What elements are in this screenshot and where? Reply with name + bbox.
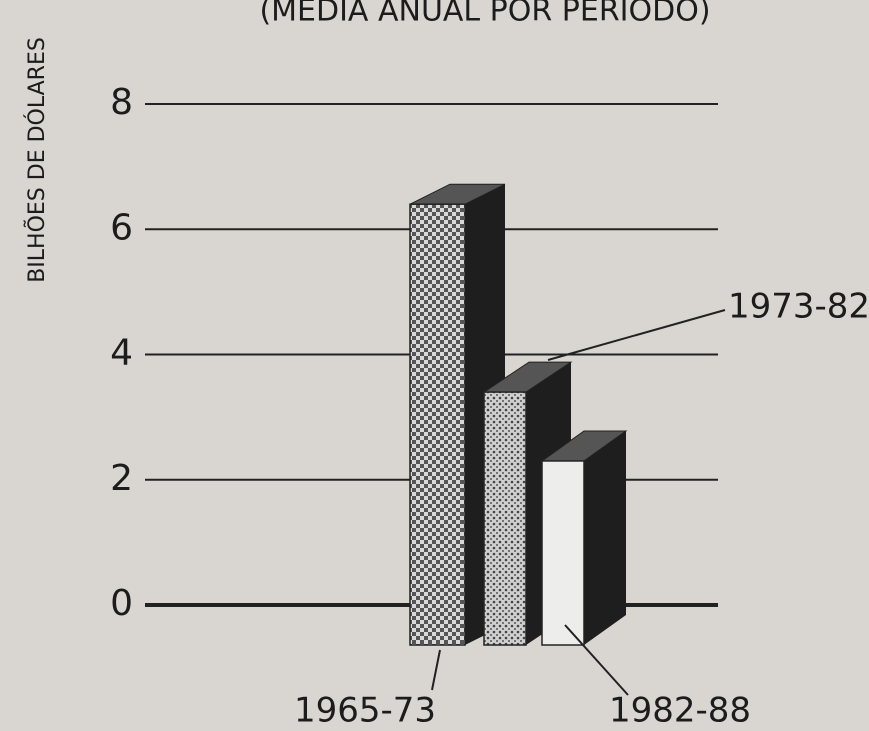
- bar-side: [584, 430, 626, 645]
- leader-line: [431, 649, 441, 691]
- y-tick-label: 4: [110, 333, 133, 374]
- y-tick-label: 0: [110, 583, 133, 624]
- y-axis-label: BILHÕES DE DÓLARES: [23, 37, 50, 283]
- leader-line: [564, 624, 629, 696]
- chart-title: (MÉDIA ANUAL POR PERÍODO): [259, 0, 710, 29]
- category-label: 1973-82: [728, 287, 869, 327]
- bar: [409, 203, 466, 646]
- bar: [483, 391, 527, 646]
- bar: [541, 460, 585, 646]
- category-label: 1965-73: [294, 691, 436, 731]
- y-tick-label: 8: [110, 82, 133, 123]
- y-tick-label: 2: [110, 458, 133, 499]
- y-tick-label: 6: [110, 207, 133, 248]
- leader-line: [547, 309, 726, 361]
- category-label: 1982-88: [609, 691, 751, 731]
